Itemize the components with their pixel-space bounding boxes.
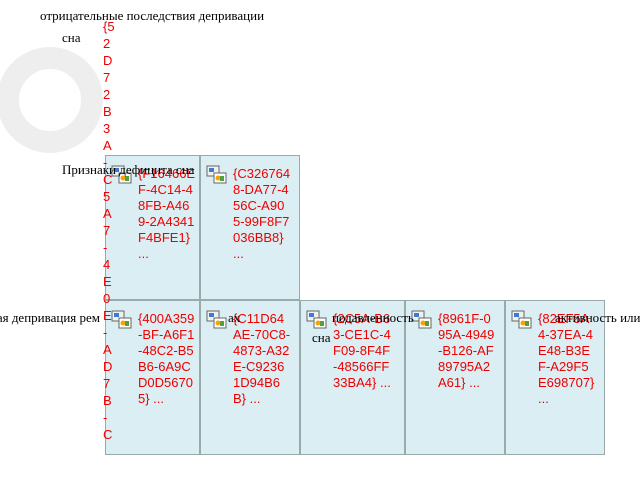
icon [206, 165, 227, 184]
icon [206, 310, 227, 329]
icon [306, 310, 327, 329]
watermark [0, 47, 103, 153]
table-cell: {F16466EF-4C14-48FB-A469-2A4341F4BFE1} .… [105, 155, 200, 300]
table-cell: {8961F-095A-4949-B126-AF89795A2A61} ... [405, 300, 505, 455]
header-line: сна [62, 30, 81, 45]
guid-text: {52D72B3A-C5A7-4E0E-AD7B-C [103, 19, 115, 442]
cell-text: {8961F-095A-4949-B126-AF89795A2A61} ... [438, 311, 495, 390]
icon [111, 310, 132, 329]
table-cell: {C3267648-DA77-456C-A905-99F8F7036BB8} .… [200, 155, 300, 300]
table-cell: {400A359-BF-A6F1-48C2-B5B6-6A9CD0D56705}… [105, 300, 200, 455]
cell-text: {2C5A-B63-CE1C-4F09-8F4F-48566FF33BA4} .… [333, 311, 391, 390]
cell-text: {C11D64AE-70C8-4873-A32E-C92361D94B6B} .… [233, 311, 291, 406]
row-label: Кратковременная депривация рем [0, 310, 100, 325]
table-cell: {82EF5A4-37EA-4E48-B3EF-A29F5E698707} ..… [505, 300, 605, 455]
text-fragment: ах [228, 310, 241, 325]
icon [411, 310, 432, 329]
cell-text: {C3267648-DA77-456C-A905-99F8F7036BB8} .… [233, 166, 291, 261]
row-label: Признаки дефицита сна [62, 162, 195, 177]
cell-text: {F16466EF-4C14-48FB-A469-2A4341F4BFE1} .… [138, 166, 196, 261]
text-fragment: сна [312, 330, 331, 345]
text-fragment: активность или ап [555, 310, 640, 325]
table-cell: {C11D64AE-70C8-4873-A32E-C92361D94B6B} .… [200, 300, 300, 455]
icon [511, 310, 532, 329]
cell-text: {400A359-BF-A6F1-48C2-B5B6-6A9CD0D56705}… [138, 311, 195, 406]
header-line: отрицательные последствия депривации [40, 8, 265, 23]
text-fragment: подавленность [332, 310, 414, 325]
table-cell: {2C5A-B63-CE1C-4F09-8F4F-48566FF33BA4} .… [300, 300, 405, 455]
cell-text: {82EF5A4-37EA-4E48-B3EF-A29F5E698707} ..… [538, 311, 595, 406]
icon [111, 165, 132, 184]
